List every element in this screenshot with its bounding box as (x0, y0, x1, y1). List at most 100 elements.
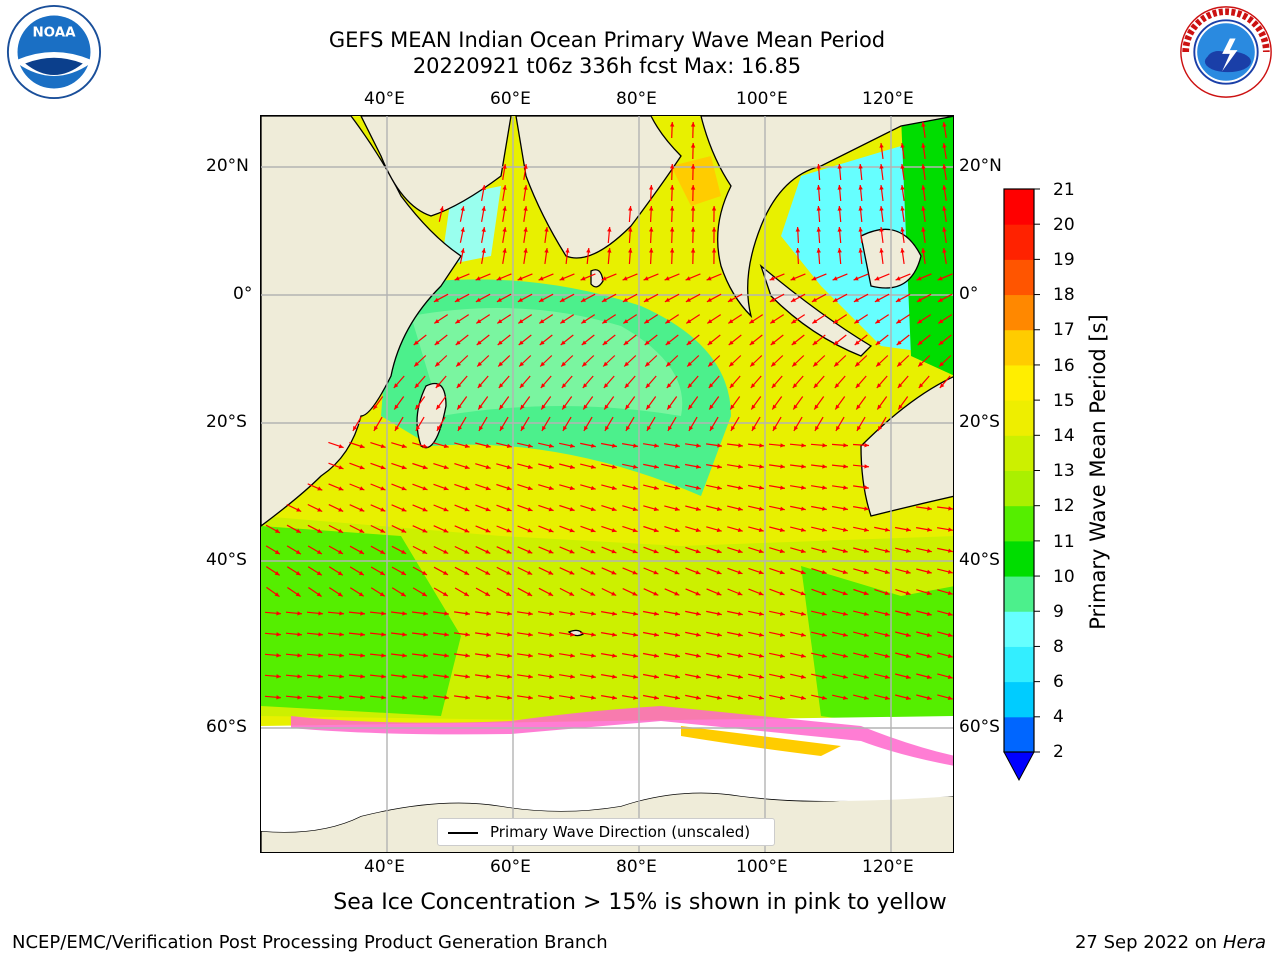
wave-arrow-head (649, 206, 654, 211)
wave-arrow-head (670, 122, 675, 127)
wave-arrow-head (879, 143, 884, 148)
wave-arrow-head (415, 404, 420, 410)
wave-arrow-head (874, 297, 880, 302)
wave-arrow-head (646, 425, 652, 431)
wave-arrow-head (927, 506, 932, 511)
wave-arrow-head (834, 383, 840, 388)
colorbar-tick-label: 6 (1053, 672, 1064, 692)
wave-arrow-head (821, 548, 827, 553)
wave-arrow-head (274, 549, 280, 555)
wave-arrow-head (921, 206, 926, 211)
wave-arrow-head (863, 591, 869, 596)
wave-arrow-head (675, 653, 680, 658)
wave-arrow-head (464, 507, 470, 512)
wave-arrow-head (506, 591, 511, 596)
wave-arrow-head (645, 361, 650, 367)
wave-arrow-head (779, 548, 785, 554)
wave-arrow-head (864, 464, 869, 469)
wave-arrow-head (750, 361, 755, 367)
wave-arrow-head (779, 653, 785, 658)
wave-arrow-head (884, 569, 890, 574)
wave-arrow-head (905, 569, 911, 574)
wave-arrow-head (738, 443, 743, 448)
wave-arrow-head (858, 227, 863, 232)
wave-arrow-head (654, 611, 659, 616)
wave-arrow-head (611, 570, 617, 575)
wave-arrow-head (812, 319, 818, 324)
wave-arrow-head (402, 695, 407, 700)
colorbar (1003, 188, 1040, 782)
wave-arrow-head (643, 297, 649, 302)
wave-arrow-head (339, 611, 344, 616)
wave-arrow-head (779, 632, 785, 637)
wave-arrow-head (842, 695, 848, 700)
wave-arrow-head (402, 632, 407, 637)
wave-arrow-head (548, 591, 554, 596)
wave-arrow-head (486, 653, 491, 658)
wave-arrow-head (843, 443, 848, 448)
wave-arrow-head (422, 570, 427, 575)
wave-arrow-head (674, 528, 680, 533)
wave-arrow-head (863, 674, 869, 679)
wave-arrow-head (685, 276, 691, 281)
wave-arrow-head (485, 591, 490, 596)
wave-arrow-head (633, 674, 638, 679)
arabian-sea-low-period (441, 186, 501, 266)
colorbar-segment (1004, 435, 1034, 471)
wave-arrow-head (464, 443, 470, 448)
wave-arrow-head (560, 340, 566, 345)
wave-arrow-head (602, 319, 608, 324)
wave-arrow-head (939, 361, 944, 367)
wave-arrow-head (790, 297, 796, 302)
wave-arrow-head (649, 185, 654, 190)
wave-arrow-head (837, 248, 842, 253)
bottom-lon-label: 100°E (736, 857, 788, 877)
legend-line-icon (448, 832, 478, 834)
wave-arrow-head (607, 248, 612, 253)
wave-arrow-head (685, 297, 691, 302)
colorbar-segment (1004, 189, 1034, 225)
wave-arrow-head (538, 297, 544, 302)
colorbar-tick-label: 4 (1053, 707, 1064, 727)
wave-arrow-head (813, 383, 819, 388)
wave-arrow-head (770, 319, 776, 324)
colorbar-tick-label: 9 (1053, 602, 1064, 622)
wave-arrow-head (942, 248, 947, 253)
wave-arrow-head (581, 319, 587, 324)
wave-arrow-head (884, 674, 890, 679)
wave-arrow-head (439, 206, 444, 211)
wave-arrow-head (758, 591, 764, 596)
wave-arrow-head (358, 592, 364, 597)
colorbar-tick-label: 21 (1053, 180, 1075, 200)
wave-arrow-head (465, 611, 470, 616)
wave-arrow-head (707, 319, 713, 324)
wave-arrow-head (730, 404, 735, 410)
wave-arrow-head (380, 486, 386, 491)
wave-arrow-head (666, 361, 671, 367)
wave-arrow-head (858, 164, 863, 169)
colorbar-segment (1004, 576, 1034, 612)
wave-arrow-head (800, 695, 806, 700)
colorbar-segment (1004, 470, 1034, 507)
wave-arrow-head (632, 570, 638, 575)
wave-arrow-head (779, 591, 785, 596)
footer-machine: Hera (1222, 932, 1266, 953)
wave-arrow-head (855, 383, 861, 388)
wave-arrow-head (759, 632, 764, 637)
chart-subtitle: 20220921 t06z 336h fcst Max: 16.85 (412, 54, 802, 78)
wave-arrow-head (464, 465, 470, 470)
wave-arrow-head (632, 528, 638, 533)
wave-arrow-head (380, 465, 386, 470)
wave-arrow-head (569, 507, 575, 512)
wave-arrow-head (863, 653, 869, 658)
wave-arrow-head (499, 404, 504, 410)
wave-arrow-head (628, 206, 633, 211)
colorbar-tick-label: 2 (1053, 742, 1064, 762)
wave-arrow-head (338, 507, 344, 512)
wave-arrow-head (654, 653, 659, 658)
wave-arrow-head (800, 591, 806, 596)
wave-arrow-head (728, 319, 734, 324)
wave-arrow-head (402, 611, 407, 616)
wave-arrow-head (653, 570, 659, 575)
wave-arrow-head (625, 404, 630, 410)
